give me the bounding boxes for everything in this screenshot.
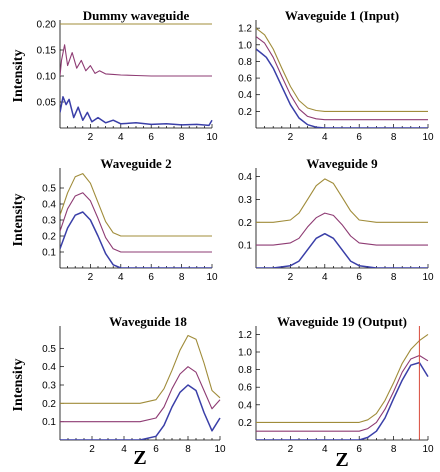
series-line-blue — [60, 211, 212, 268]
x-tick-label: 6 — [153, 444, 159, 455]
y-axis-label: Intensity — [11, 359, 26, 412]
y-tick-label: 0.05 — [37, 98, 57, 109]
y-tick-label: 0.2 — [238, 218, 252, 229]
y-tick-label: 0.4 — [42, 200, 56, 211]
x-tick-label: 2 — [88, 132, 94, 143]
x-tick-label: 4 — [322, 132, 328, 143]
x-tick-label: 8 — [185, 444, 191, 455]
y-tick-label: 0.10 — [37, 72, 57, 83]
y-tick-label: 0.20 — [37, 20, 57, 31]
y-tick-label: 0.1 — [42, 248, 56, 259]
y-tick-label: 1.0 — [238, 348, 252, 359]
y-tick-label: 0.2 — [238, 418, 252, 429]
y-tick-label: 0.4 — [238, 172, 252, 183]
y-tick-label: 0.3 — [238, 195, 252, 206]
y-tick-label: 0.3 — [42, 381, 56, 392]
chart-panel-3: Waveguide 2 Intensity 2 4 6 8 10 0.1 0.2 0.3 0.4 0.… — [11, 156, 218, 283]
series-line-gold — [60, 334, 221, 404]
x-tick-label: 4 — [118, 132, 124, 143]
chart-title: Waveguide 18 — [109, 314, 187, 329]
series-line-gold — [256, 178, 428, 223]
y-axis-label: Intensity — [11, 194, 26, 247]
y-tick-label: 0.6 — [238, 383, 252, 394]
series-line-purple — [60, 44, 212, 77]
x-tick-label: 10 — [422, 444, 434, 455]
x-tick-label: 8 — [391, 272, 397, 283]
x-tick-label: 4 — [322, 272, 328, 283]
x-tick-label: 10 — [206, 132, 218, 143]
x-tick-label: 2 — [88, 272, 94, 283]
y-tick-label: 0.4 — [42, 362, 56, 373]
x-tick-label: 2 — [288, 272, 294, 283]
chart-title: Waveguide 1 (Input) — [285, 8, 399, 23]
y-tick-label: 0.2 — [42, 232, 56, 243]
series-line-purple — [60, 366, 221, 423]
y-tick-label: 0.5 — [42, 184, 56, 195]
x-tick-label: 8 — [179, 272, 185, 283]
x-tick-label: 2 — [288, 132, 294, 143]
y-tick-label: 1.0 — [238, 40, 252, 51]
y-tick-label: 0.4 — [238, 90, 252, 101]
series-line-gold — [256, 27, 428, 112]
x-tick-label: 6 — [356, 132, 362, 143]
x-tick-label: 8 — [391, 132, 397, 143]
chart-title: Waveguide 19 (Output) — [277, 314, 407, 329]
y-tick-label: 0.15 — [37, 46, 57, 57]
series-line-blue — [256, 232, 428, 268]
x-tick-label: 6 — [356, 444, 362, 455]
series-line-blue — [256, 48, 428, 128]
x-tick-label: 6 — [356, 272, 362, 283]
y-tick-label: 0.1 — [42, 417, 56, 428]
y-tick-label: 1.2 — [238, 24, 252, 35]
x-tick-label: 6 — [148, 272, 154, 283]
x-tick-label: 8 — [179, 132, 185, 143]
x-tick-label: 4 — [121, 444, 127, 455]
x-tick-label: 10 — [422, 132, 434, 143]
x-tick-label: 2 — [89, 444, 95, 455]
y-tick-label: 0.4 — [238, 400, 252, 411]
x-axis-label: Z — [335, 449, 348, 471]
series-line-purple — [256, 212, 428, 246]
y-tick-label: 0.2 — [42, 399, 56, 410]
series-line-purple — [256, 354, 429, 432]
x-axis-label: Z — [133, 447, 146, 469]
y-axis-label: Intensity — [11, 50, 26, 103]
x-tick-label: 4 — [322, 444, 328, 455]
y-tick-label: 0.1 — [238, 241, 252, 252]
series-line-blue — [60, 384, 221, 440]
x-tick-label: 10 — [206, 272, 218, 283]
y-tick-label: 0.2 — [238, 107, 252, 118]
chart-panel-2: Waveguide 1 (Input) 2 4 6 8 10 0.2 0.4 0.6 0.8 1.0… — [238, 8, 434, 143]
chart-panel-1: Dummy waveguide Intensity 2 4 6 8 10 0.05 0.10 0.… — [11, 8, 218, 143]
x-tick-label: 4 — [118, 272, 124, 283]
y-tick-label: 0.6 — [238, 74, 252, 85]
series-line-blue — [256, 361, 429, 440]
chart-panel-6: Waveguide 19 (Output) Z 2 4 6 8 10 0.2 0.4 0.6 0.8… — [238, 314, 434, 471]
series-line-purple — [60, 192, 212, 253]
series-line-purple — [256, 36, 428, 121]
chart-panel-4: Waveguide 9 2 4 6 8 10 0.1 0.2 0.3 0.4 — [238, 156, 434, 283]
y-tick-label: 0.8 — [238, 365, 252, 376]
y-tick-label: 0.3 — [42, 216, 56, 227]
chart-panel-5: Waveguide 18 Intensity Z 2 4 6 8 10 0.1 0.2 0.3 0.4… — [11, 314, 226, 469]
series-line-blue — [60, 96, 213, 127]
y-tick-label: 0.5 — [42, 344, 56, 355]
series-line-gold — [256, 333, 429, 423]
x-tick-label: 10 — [422, 272, 434, 283]
series-line-gold — [60, 173, 212, 237]
chart-title: Dummy waveguide — [83, 8, 190, 23]
y-tick-label: 1.2 — [238, 330, 252, 341]
x-tick-label: 8 — [391, 444, 397, 455]
chart-title: Waveguide 9 — [306, 156, 378, 171]
chart-title: Waveguide 2 — [100, 156, 171, 171]
y-tick-label: 0.8 — [238, 57, 252, 68]
x-tick-label: 6 — [148, 132, 154, 143]
x-tick-label: 10 — [214, 444, 226, 455]
x-tick-label: 2 — [288, 444, 294, 455]
